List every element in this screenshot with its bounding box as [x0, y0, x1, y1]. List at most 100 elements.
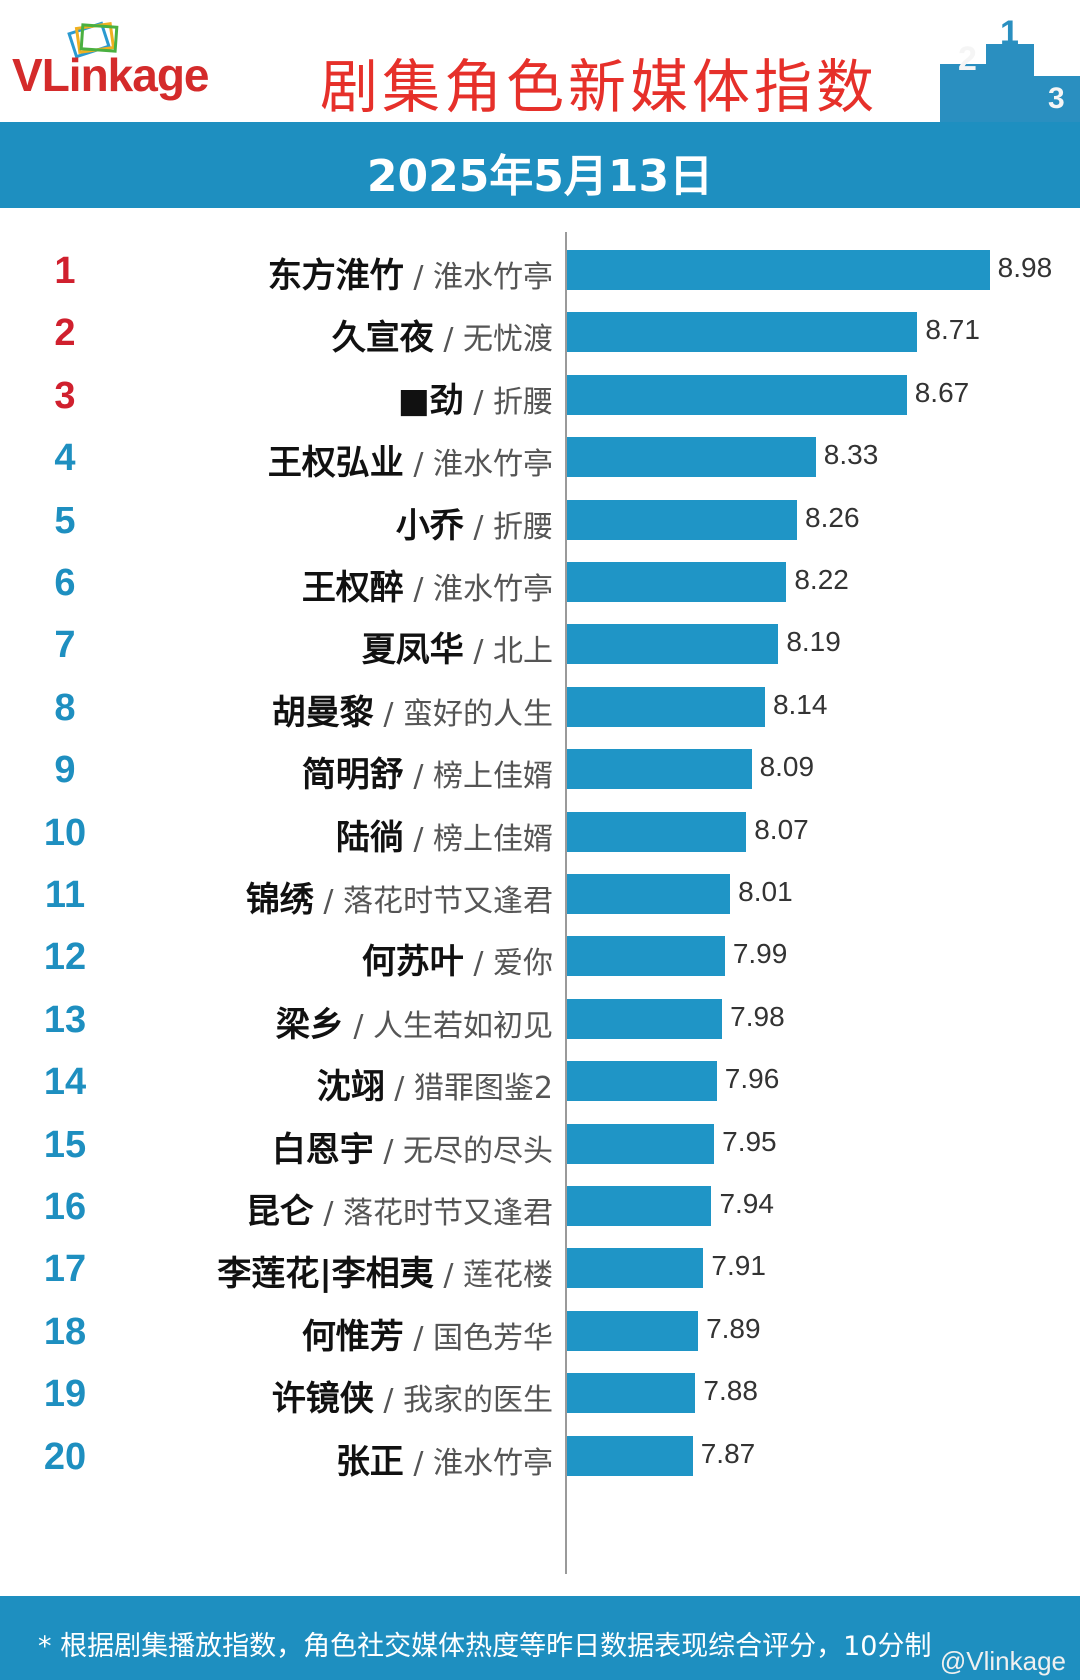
row-label: 胡曼黎 / 蛮好的人生 [272, 685, 553, 734]
bar [567, 1123, 715, 1164]
drama-name: 淮水竹亭 [433, 1445, 553, 1481]
value-label: 7.96 [724, 1063, 780, 1095]
footer-band [0, 1596, 1080, 1680]
chart-row: 12 何苏叶 / 爱你 7.99 [0, 924, 1080, 984]
chart-row: 2 久宣夜 / 无忧渡 8.71 [0, 300, 1080, 360]
row-label: 久宣夜 / 无忧渡 [332, 310, 553, 359]
bar [567, 686, 765, 727]
chart-row: 17 李莲花|李相夷 / 莲花楼 7.91 [0, 1236, 1080, 1296]
podium-label-1: 1 [1000, 18, 1019, 52]
bar [567, 374, 907, 415]
value-label: 8.67 [914, 376, 970, 408]
chart-row: 15 白恩宇 / 无尽的尽头 7.95 [0, 1112, 1080, 1172]
value-label: 8.33 [823, 439, 879, 471]
value-label: 8.22 [794, 564, 849, 595]
rank-number: 12 [43, 936, 87, 979]
chart-date: 2025年5月13日 [366, 151, 714, 202]
bar [567, 874, 731, 914]
bar [567, 811, 747, 852]
axis-line [565, 232, 567, 1574]
separator: / [403, 572, 433, 607]
rank-number: 2 [54, 312, 76, 355]
podium-icon: 2 1 3 [940, 18, 1080, 122]
bar [567, 1435, 693, 1476]
drama-name: 淮水竹亭 [433, 447, 553, 483]
podium-label-3: 3 [1048, 82, 1065, 115]
separator: / [403, 260, 433, 295]
row-label: 何苏叶 / 爱你 [362, 934, 553, 983]
chart-row: 3 ■劲 / 折腰 8.67 [0, 363, 1080, 423]
row-label: 何惟芳 / 国色芳华 [302, 1309, 553, 1358]
row-label: 王权醉 / 淮水竹亭 [302, 560, 553, 609]
rank-number: 4 [54, 437, 76, 480]
chart-row: 18 何惟芳 / 国色芳华 7.89 [0, 1299, 1080, 1359]
character-name: 小乔 [395, 505, 464, 546]
drama-name: 榜上佳婿 [433, 821, 553, 857]
character-name: 昆仑 [245, 1192, 314, 1232]
row-label: ■劲 / 折腰 [398, 373, 553, 422]
chart-row: 8 胡曼黎 / 蛮好的人生 8.14 [0, 675, 1080, 735]
bar [567, 936, 725, 977]
chart-row: 9 简明舒 / 榜上佳婿 8.09 [0, 737, 1080, 797]
row-label: 王权弘业 / 淮水竹亭 [268, 435, 553, 484]
separator: / [433, 1258, 463, 1294]
character-name: 简明舒 [301, 755, 404, 796]
bar [567, 1186, 712, 1226]
chart-row: 7 夏凤华 / 北上 8.19 [0, 612, 1080, 672]
vlinkage-logo: VLinkage [12, 49, 210, 101]
drama-name: 淮水竹亭 [433, 572, 553, 607]
separator: / [373, 1383, 403, 1419]
row-label: 张正 / 淮水竹亭 [336, 1434, 553, 1483]
value-label: 8.01 [738, 876, 793, 907]
rank-number: 18 [43, 1310, 87, 1353]
bar [567, 250, 990, 290]
drama-name: 猎罪图鉴2 [413, 1071, 553, 1107]
separator: / [403, 821, 433, 857]
rank-number: 10 [43, 811, 87, 854]
rank-number: 9 [54, 749, 76, 792]
character-name: 沈翊 [316, 1067, 385, 1108]
rank-number: 7 [54, 624, 76, 667]
rank-number: 19 [43, 1373, 87, 1416]
value-label: 7.94 [719, 1188, 774, 1219]
chart-row: 1 东方淮竹 / 淮水竹亭 8.98 [0, 238, 1080, 298]
character-name: 陆徜 [335, 817, 404, 858]
drama-name: 无尽的尽头 [403, 1133, 553, 1169]
row-label: 许镜侠 / 我家的医生 [272, 1371, 553, 1420]
rank-number: 1 [54, 250, 76, 292]
row-label: 白恩宇 / 无尽的尽头 [272, 1122, 553, 1171]
drama-name: 爱你 [493, 946, 553, 982]
row-label: 锦绣 / 落花时节又逢君 [246, 872, 553, 921]
separator: / [463, 509, 493, 545]
chart-row: 16 昆仑 / 落花时节又逢君 7.94 [0, 1174, 1080, 1234]
character-name: 久宣夜 [331, 318, 434, 359]
character-name: 锦绣 [245, 880, 314, 920]
separator: / [373, 1133, 403, 1169]
value-label: 7.99 [732, 938, 788, 970]
bar [567, 312, 918, 353]
chart-row: 11 锦绣 / 落花时节又逢君 8.01 [0, 862, 1080, 922]
rank-number: 17 [43, 1248, 87, 1291]
chart-row: 4 王权弘业 / 淮水竹亭 8.33 [0, 425, 1080, 485]
bar [567, 562, 787, 602]
drama-name: 榜上佳婿 [433, 759, 553, 795]
bar [567, 499, 798, 540]
rank-number: 14 [43, 1061, 87, 1104]
rank-number: 5 [54, 499, 76, 542]
row-label: 李莲花|李相夷 / 莲花楼 [217, 1246, 553, 1295]
podium-label-2: 2 [958, 40, 977, 78]
character-name: 夏凤华 [361, 630, 464, 671]
bar [567, 749, 752, 790]
character-name: 许镜侠 [271, 1379, 374, 1420]
row-label: 简明舒 / 榜上佳婿 [302, 747, 553, 796]
drama-name: 蛮好的人生 [403, 696, 553, 732]
chart-row: 19 许镜侠 / 我家的医生 7.88 [0, 1361, 1080, 1421]
character-name: 何苏叶 [361, 942, 464, 983]
separator: / [343, 1008, 373, 1044]
rank-number: 6 [54, 562, 76, 604]
separator: / [403, 759, 433, 795]
row-label: 陆徜 / 榜上佳婿 [336, 810, 553, 859]
value-label: 8.98 [997, 252, 1053, 283]
drama-name: 淮水竹亭 [433, 260, 553, 295]
value-label: 7.89 [706, 1312, 761, 1344]
